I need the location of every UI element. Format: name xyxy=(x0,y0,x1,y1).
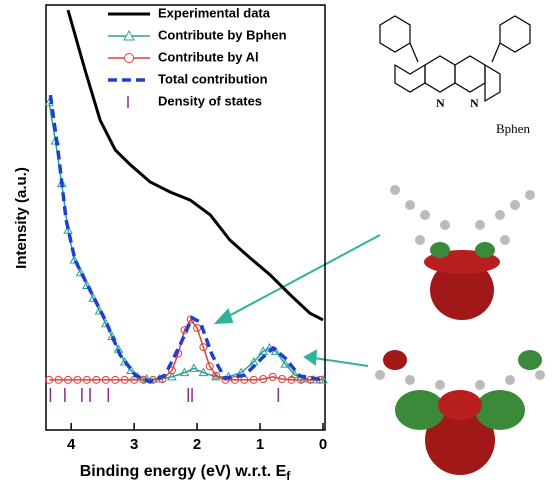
x-tick-label: 3 xyxy=(130,436,138,453)
series-line xyxy=(49,320,320,380)
legend-label: Experimental data xyxy=(158,5,271,20)
orbital-render-2 xyxy=(375,350,545,475)
plot: 4 3 2 1 0 Experimental data Contribute by Bphe… xyxy=(45,5,327,453)
x-axis-label-text: Binding energy (eV) w.r.t. E xyxy=(80,463,287,480)
legend-label: Total contribution xyxy=(158,71,268,86)
x-tick-label: 2 xyxy=(193,436,201,453)
bphen-structure xyxy=(380,16,530,101)
x-axis-label: Binding energy (eV) w.r.t. Ef xyxy=(80,463,292,483)
x-tick-label: 0 xyxy=(319,436,327,453)
molecule-label: Bphen xyxy=(496,121,530,136)
figure: N N Bphen Intensity (a.u.) Binding energ… xyxy=(0,0,553,491)
legend-marker xyxy=(125,54,134,63)
orbital-render-1 xyxy=(390,185,535,320)
legend-label: Density of states xyxy=(158,93,262,108)
atom-label: N xyxy=(436,96,445,110)
y-axis-label: Intensity (a.u.) xyxy=(13,167,30,269)
series-line xyxy=(49,103,323,380)
legend-label: Contribute by Bphen xyxy=(158,27,287,42)
atom-label: N xyxy=(470,96,479,110)
series-line xyxy=(50,95,323,382)
x-axis-label-subscript: f xyxy=(286,469,291,483)
legend-label: Contribute by Al xyxy=(158,49,259,64)
plot-frame xyxy=(46,5,325,430)
x-tick-label: 1 xyxy=(256,436,264,453)
x-tick-label: 4 xyxy=(67,436,76,453)
